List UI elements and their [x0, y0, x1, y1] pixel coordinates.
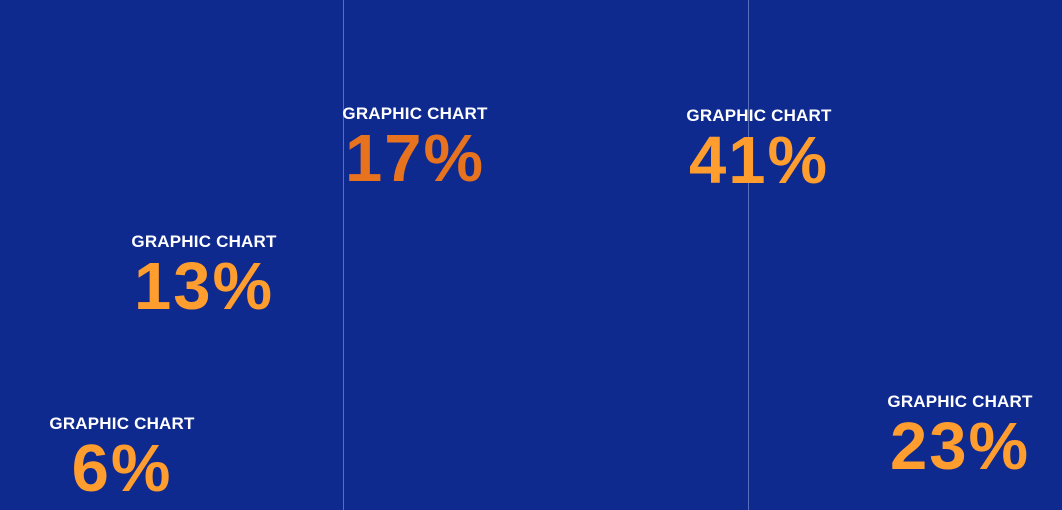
- stat-label: GRAPHIC CHART: [49, 414, 195, 433]
- stat-value: 41%: [688, 123, 830, 198]
- stat-label: GRAPHIC CHART: [887, 392, 1033, 411]
- stat-label: GRAPHIC CHART: [131, 232, 277, 251]
- column-divider-2: [748, 0, 749, 510]
- column-divider-1: [343, 0, 344, 510]
- stat-label: GRAPHIC CHART: [342, 104, 488, 123]
- stat-label: GRAPHIC CHART: [686, 106, 832, 125]
- stat-point-4: GRAPHIC CHART 41%: [684, 106, 834, 196]
- stat-value: 17%: [344, 121, 486, 196]
- stat-value: 23%: [889, 409, 1031, 484]
- stat-value: 13%: [133, 249, 275, 324]
- stat-point-1: GRAPHIC CHART 6%: [47, 414, 197, 504]
- stat-point-5: GRAPHIC CHART 23%: [885, 392, 1035, 482]
- stat-value: 6%: [71, 431, 173, 506]
- stat-point-2: GRAPHIC CHART 13%: [129, 232, 279, 322]
- stat-point-3: GRAPHIC CHART 17%: [340, 104, 490, 194]
